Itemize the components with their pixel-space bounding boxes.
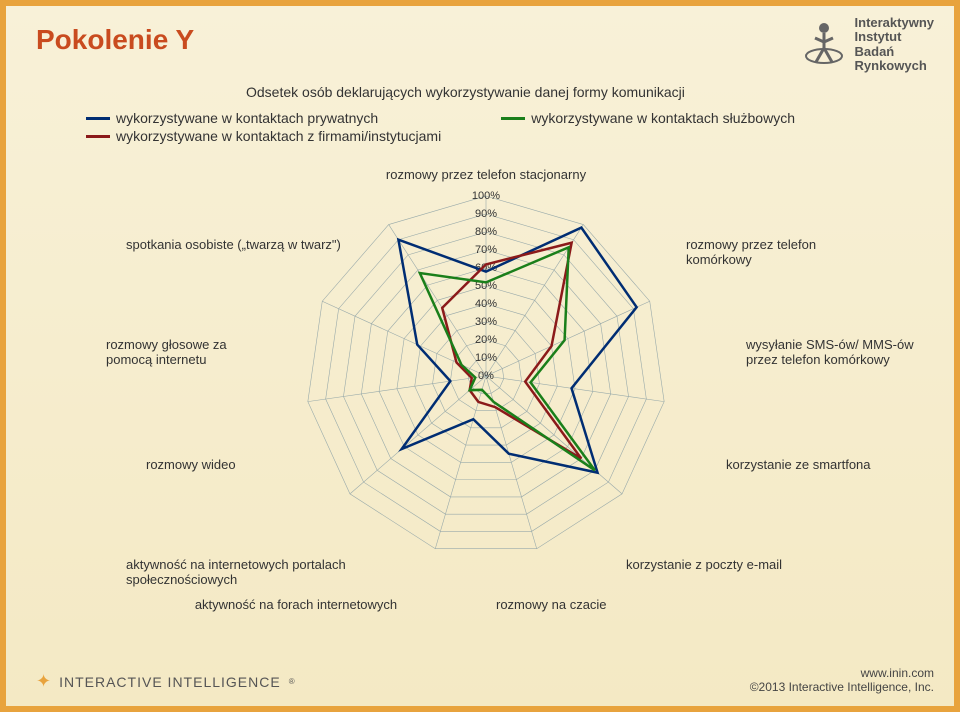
logo-line: Badań [855, 45, 934, 59]
svg-text:70%: 70% [475, 244, 497, 256]
logo-line: Interaktywny [855, 16, 934, 30]
svg-text:90%: 90% [475, 208, 497, 220]
svg-text:10%: 10% [475, 352, 497, 364]
logo-line: Rynkowych [855, 59, 934, 73]
footer-url: www.inin.com [750, 666, 934, 680]
brand-name: INTERACTIVE INTELLIGENCE [59, 674, 281, 690]
logo-line: Instytut [855, 30, 934, 44]
chart-subtitle: Odsetek osób deklarujących wykorzystywan… [246, 84, 685, 100]
svg-text:0%: 0% [478, 370, 494, 382]
radar-chart: 0%10%20%30%40%50%60%70%80%90%100% rozmow… [6, 136, 960, 636]
logo-right: Interaktywny Instytut Badań Rynkowych [801, 16, 934, 73]
svg-text:20%: 20% [475, 334, 497, 346]
svg-text:30%: 30% [475, 316, 497, 328]
brand-icon: ✦ [36, 671, 51, 692]
svg-text:80%: 80% [475, 226, 497, 238]
footer-copyright: ©2013 Interactive Intelligence, Inc. [750, 680, 934, 694]
page-title: Pokolenie Y [36, 24, 194, 56]
legend-item: wykorzystywane w kontaktach służbowych [501, 110, 795, 126]
svg-text:40%: 40% [475, 298, 497, 310]
legend-item: wykorzystywane w kontaktach prywatnych [86, 110, 441, 126]
research-icon [801, 22, 847, 68]
footer: ✦ INTERACTIVE INTELLIGENCE ® www.inin.co… [6, 662, 954, 698]
